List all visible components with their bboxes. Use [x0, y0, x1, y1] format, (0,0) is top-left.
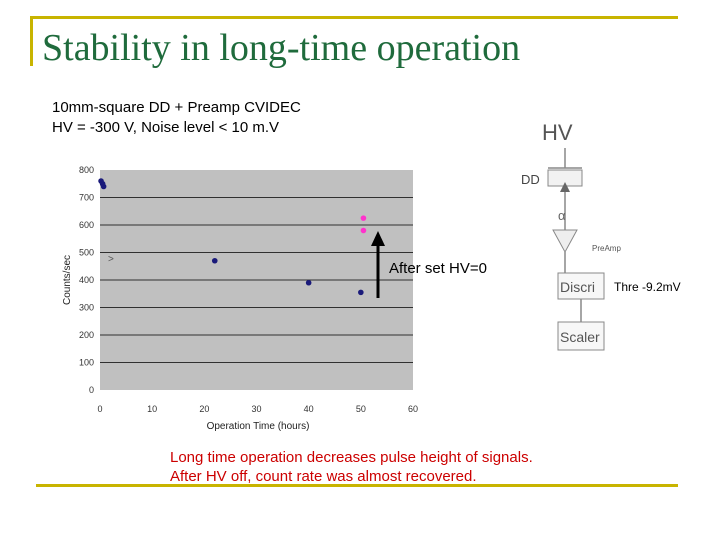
data-point — [305, 279, 312, 286]
after-hv-zero-annotation: After set HV=0 — [389, 260, 487, 277]
y-tick-label: 700 — [79, 193, 94, 203]
data-point-after-hv-reset — [360, 215, 367, 221]
preamp-label: PreAmp — [592, 244, 621, 253]
discri-box — [557, 272, 605, 300]
hv-label: HV — [542, 120, 573, 145]
recovery-arrow-head — [371, 231, 385, 246]
frame-bottom-line — [36, 484, 678, 487]
alpha-label: α — [558, 208, 566, 223]
x-tick-label: 10 — [147, 404, 157, 414]
y-tick-label: 600 — [79, 220, 94, 230]
data-point — [211, 257, 218, 264]
grid-lines — [100, 197, 413, 363]
y-tick-label: 300 — [79, 303, 94, 313]
tick-labels: 0 100 200 300 400 500 600 700 800 0 10 20 30 40 50 60 — [79, 165, 418, 414]
scaler-label: Scaler — [560, 329, 600, 345]
x-tick-label: 60 — [408, 404, 418, 414]
y-tick-label: 500 — [79, 248, 94, 258]
scaler-box — [557, 321, 605, 351]
y-tick-label: 0 — [89, 385, 94, 395]
x-tick-label: 30 — [251, 404, 261, 414]
frame-top-line — [30, 16, 678, 19]
note-line-2: After HV off, count rate was almost reco… — [170, 468, 477, 485]
note-line-1: Long time operation decreases pulse heig… — [170, 449, 533, 466]
data-point — [358, 289, 364, 296]
data-point — [100, 183, 107, 190]
x-tick-label: 50 — [356, 404, 366, 414]
y-tick-label: 200 — [79, 330, 94, 340]
circuit-diagram: HV DD α PreAmp Discri Scaler — [521, 120, 621, 351]
data-points — [98, 178, 367, 296]
alpha-arrow-head — [560, 182, 570, 192]
x-tick-label: 0 — [97, 404, 102, 414]
subtitle-line-1: 10mm-square DD + Preamp CVIDEC — [52, 99, 301, 116]
x-axis-label: Operation Time (hours) — [207, 421, 310, 432]
data-point-after-hv-reset — [360, 227, 367, 234]
dd-label: DD — [521, 172, 540, 187]
discri-label: Discri — [560, 279, 595, 295]
x-axis-tick-mark: > — [108, 254, 114, 265]
threshold-label: Thre -9.2mV — [614, 280, 681, 294]
preamp-triangle — [552, 229, 578, 254]
y-tick-label: 800 — [79, 165, 94, 175]
subtitle-line-2: HV = -300 V, Noise level < 10 m.V — [52, 119, 280, 136]
x-tick-label: 40 — [304, 404, 314, 414]
y-tick-label: 100 — [79, 358, 94, 368]
slide-title: Stability in long-time operation — [42, 27, 521, 69]
frame-left-line — [30, 16, 33, 66]
x-tick-label: 20 — [199, 404, 209, 414]
y-tick-label: 400 — [79, 275, 94, 285]
y-axis-label: Counts/sec — [62, 255, 73, 305]
